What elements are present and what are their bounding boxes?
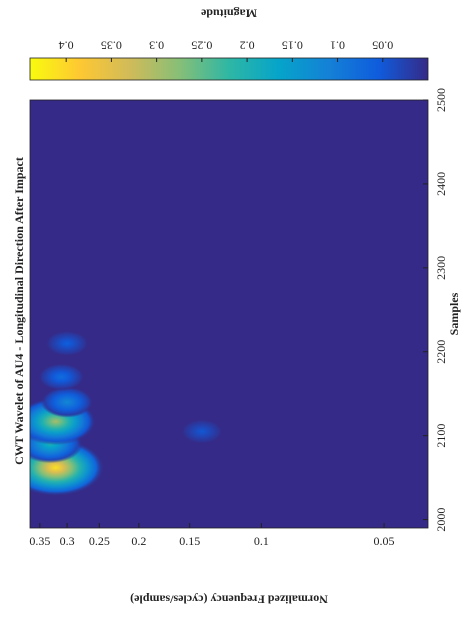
x-tick-label: 2300 [434, 256, 448, 280]
y-axis-label: Normalized Frequency (cycles/sample) [130, 592, 328, 606]
colorbar-tick-label: 0.15 [282, 38, 303, 52]
y-tick-label: 0.35 [29, 534, 50, 548]
colorbar-tick-label: 0.1 [330, 38, 345, 52]
y-tick-label: 0.2 [131, 534, 146, 548]
y-tick-label: 0.15 [179, 534, 200, 548]
y-tick-label: 0.3 [60, 534, 75, 548]
x-axis-label: Samples [447, 292, 461, 335]
chart-title: CWT Wavelet of AU4 - Longitudinal Direct… [12, 157, 26, 465]
hotspot [45, 330, 89, 357]
x-tick-label: 2100 [434, 424, 448, 448]
colorbar-tick-label: 0.35 [101, 38, 122, 52]
colorbar-tick-label: 0.4 [59, 38, 74, 52]
colorbar-label: Magnitude [200, 6, 257, 20]
heatmap [30, 330, 223, 497]
y-tick-label: 0.25 [89, 534, 110, 548]
x-tick-label: 2200 [434, 340, 448, 364]
x-tick-label: 2400 [434, 172, 448, 196]
y-tick-label: 0.05 [374, 534, 395, 548]
plot-frame [29, 99, 429, 529]
hotspot [181, 419, 223, 444]
x-tick-label: 2500 [434, 88, 448, 112]
colorbar [29, 57, 429, 81]
hotspot [38, 363, 85, 391]
colorbar-tick-label: 0.3 [149, 38, 164, 52]
colorbar-tick-label: 0.05 [372, 38, 393, 52]
colorbar-tick-label: 0.2 [240, 38, 255, 52]
hotspot [40, 386, 94, 418]
colorbar-tick-label: 0.25 [191, 38, 212, 52]
x-tick-label: 2000 [434, 508, 448, 532]
y-tick-label: 0.1 [254, 534, 269, 548]
